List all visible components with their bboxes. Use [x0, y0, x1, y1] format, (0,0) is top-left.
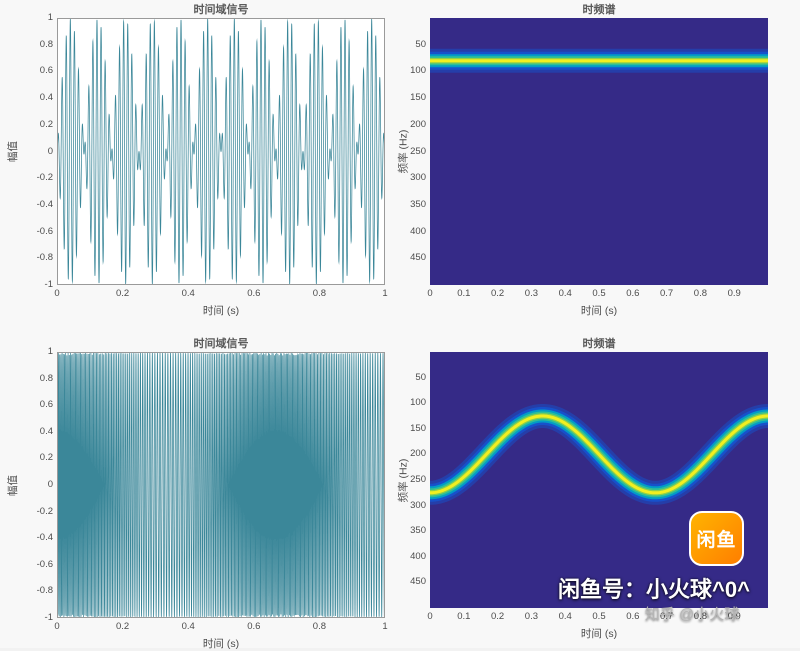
tick-label: 0.2: [39, 452, 53, 464]
tick-label: 50: [415, 371, 426, 383]
tick-label: 1: [47, 346, 53, 357]
tick-label: 0.3: [524, 288, 538, 299]
tick-label: 150: [410, 422, 426, 434]
tick-label: 450: [410, 252, 426, 264]
tick-label: 100: [410, 397, 426, 409]
subplot-time-domain-1: 时间域信号 幅值 时间 (s) 0 0.2 0.4 0.6 0.8 1 1 0.8 0.6 0.4…: [7, 4, 388, 317]
tick-label: 0.8: [312, 621, 326, 632]
tick-label: 1: [47, 12, 53, 23]
tick-label: -0.8: [36, 585, 53, 597]
tick-label: 250: [410, 145, 426, 157]
tick-label: 1: [382, 621, 388, 632]
tick-label: 150: [410, 92, 426, 104]
tick-label: -1: [44, 279, 53, 290]
tick-label: 0: [47, 479, 53, 490]
tick-label: 0.4: [558, 611, 572, 622]
tick-label: 0.8: [693, 288, 707, 299]
tick-label: 100: [410, 65, 426, 77]
tick-label: 0.5: [592, 611, 606, 622]
tick-label: 0.2: [115, 288, 130, 299]
tick-label: 0.6: [247, 621, 261, 632]
tick-label: 0.6: [626, 611, 640, 622]
tick-label: 0.8: [39, 372, 53, 384]
tick-label: 0.1: [457, 611, 471, 622]
tick-label: 0: [427, 288, 433, 299]
tick-label: 0: [54, 621, 60, 632]
tick-label: 0.2: [490, 288, 505, 299]
tick-label: -0.4: [36, 198, 53, 210]
tick-label: 0.7: [659, 288, 674, 299]
tick-label: 0.6: [39, 399, 53, 411]
subplot-time-domain-2: 时间域信号 幅值 时间 (s) 0 0.2 0.4 0.6 0.8 1 1 0.8 0.6 0.4…: [7, 338, 388, 650]
tick-label: 0.8: [693, 611, 707, 622]
tick-label: 0.2: [39, 118, 53, 130]
tick-label: 450: [410, 576, 426, 588]
tick-label: 0: [47, 145, 53, 157]
tick-label: 0.6: [247, 288, 261, 299]
x-axis-label: 时间 (s): [202, 638, 240, 650]
tick-label: -0.2: [36, 172, 53, 184]
tick-label: 50: [415, 38, 426, 50]
subplot-spectrogram-1: 时频谱 频率 (Hz) 时间 (s) 0 0.1 0.2 0.3 0.4 0.5 0.6 0.…: [398, 4, 768, 317]
xianyu-logo: 闲鱼: [689, 511, 744, 566]
tick-label: 0.4: [39, 425, 53, 437]
tick-label: 0.9: [727, 611, 741, 622]
x-axis-label: 时间 (s): [580, 628, 618, 640]
tick-label: -0.6: [36, 558, 53, 570]
plot-title: 时频谱: [582, 4, 616, 16]
tick-label: 0.8: [39, 38, 53, 50]
time-domain-waveform-canvas-1: [57, 18, 385, 285]
tick-label: 0.2: [115, 621, 130, 632]
tick-label: -0.6: [36, 225, 53, 237]
xianyu-logo-text: 闲鱼: [696, 530, 737, 551]
tick-label: 300: [410, 172, 426, 184]
tick-label: 350: [410, 525, 426, 537]
tick-label: 0: [54, 288, 60, 299]
tick-label: 0.4: [39, 92, 53, 104]
plot-title: 时间域信号: [193, 4, 249, 16]
tick-label: 0.4: [558, 288, 572, 299]
tick-label: -0.2: [36, 505, 53, 517]
tick-label: 0.4: [181, 621, 195, 632]
tick-label: 300: [410, 499, 426, 511]
tick-label: 200: [410, 118, 426, 130]
watermark-xianyu-id: 闲鱼号：小火球^0^: [558, 577, 750, 602]
spectrogram-canvas-2: [430, 352, 768, 608]
tick-label: 350: [410, 198, 426, 210]
tick-label: 0.7: [659, 611, 674, 622]
subplot-spectrogram-2: 时频谱 频率 (Hz) 时间 (s) 0 0.1 0.2 0.3 0.4 0.5 0.6 0.…: [398, 338, 768, 640]
spectrogram-canvas-1: [430, 18, 768, 285]
plot-title: 时间域信号: [193, 338, 249, 350]
tick-label: -0.4: [36, 532, 53, 544]
tick-label: 400: [410, 225, 426, 237]
tick-label: 0.1: [457, 288, 471, 299]
tick-label: 0.8: [312, 288, 326, 299]
tick-label: 0.6: [626, 288, 640, 299]
tick-label: 0.5: [592, 288, 606, 299]
tick-label: 400: [410, 550, 426, 562]
plot-title: 时频谱: [582, 338, 616, 350]
x-axis-label: 时间 (s): [202, 305, 240, 317]
tick-label: -0.8: [36, 252, 53, 264]
watermark-zhihu-credit: 知乎 @小火球: [644, 606, 740, 623]
x-axis-label: 时间 (s): [580, 305, 618, 317]
tick-label: 250: [410, 474, 426, 485]
tick-label: 0.6: [39, 65, 53, 77]
tick-label: 0.2: [490, 611, 505, 622]
tick-label: 0.9: [727, 288, 741, 299]
tick-label: 1: [382, 288, 388, 299]
tick-label: 0: [427, 611, 433, 622]
tick-label: -1: [44, 612, 53, 623]
tick-label: 200: [410, 448, 426, 460]
tick-label: 0.4: [181, 288, 195, 299]
time-domain-waveform-canvas-2: [57, 352, 385, 618]
tick-label: 0.3: [524, 611, 538, 622]
